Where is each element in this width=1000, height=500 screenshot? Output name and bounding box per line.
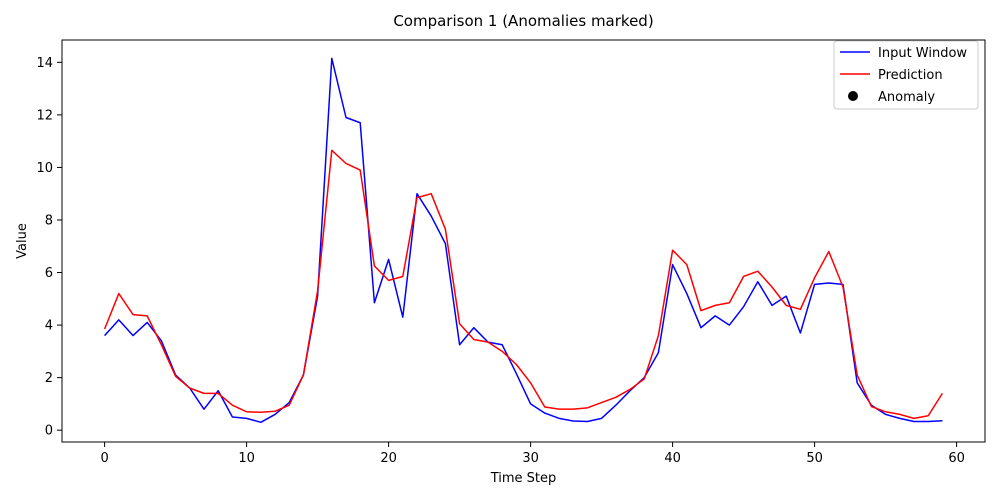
axes-background — [62, 40, 985, 442]
legend-box — [833, 40, 979, 110]
y-tick-label: 14 — [36, 56, 53, 71]
series-lines — [103, 57, 944, 424]
x-tick-label: 40 — [664, 451, 681, 466]
x-tick-label: 0 — [100, 451, 108, 466]
series-line-input-window — [104, 57, 943, 424]
y-tick-label: 2 — [45, 371, 53, 386]
series-line-prediction — [103, 149, 944, 420]
y-axis-label: Value — [15, 223, 30, 259]
x-tick-label: 20 — [380, 451, 397, 466]
x-tick-label: 10 — [238, 451, 255, 466]
y-tick-label: 12 — [36, 108, 53, 123]
y-tick-label: 0 — [45, 424, 53, 439]
legend: Input Window Prediction Anomaly — [833, 40, 979, 110]
y-tick-label: 10 — [36, 161, 53, 176]
legend-anomaly-label: Anomaly — [878, 90, 935, 105]
y-tick-label: 6 — [45, 266, 53, 281]
chart-title: Comparison 1 (Anomalies marked) — [393, 12, 653, 30]
plot-area — [62, 40, 985, 442]
x-axis-label: Time Step — [490, 471, 557, 486]
x-tick-label: 50 — [806, 451, 823, 466]
x-tick-label: 30 — [522, 451, 539, 466]
axes-frame — [61, 39, 986, 443]
y-tick-label: 4 — [45, 319, 53, 334]
legend-anomaly-marker — [848, 91, 858, 101]
axis-ticks: 0 10 20 30 40 50 60 0 2 4 6 8 10 12 14 — [36, 56, 964, 466]
legend-input-window-label: Input Window — [878, 46, 967, 61]
legend-prediction-label: Prediction — [878, 68, 943, 83]
y-tick-label: 8 — [45, 213, 53, 228]
x-tick-label: 60 — [948, 451, 965, 466]
